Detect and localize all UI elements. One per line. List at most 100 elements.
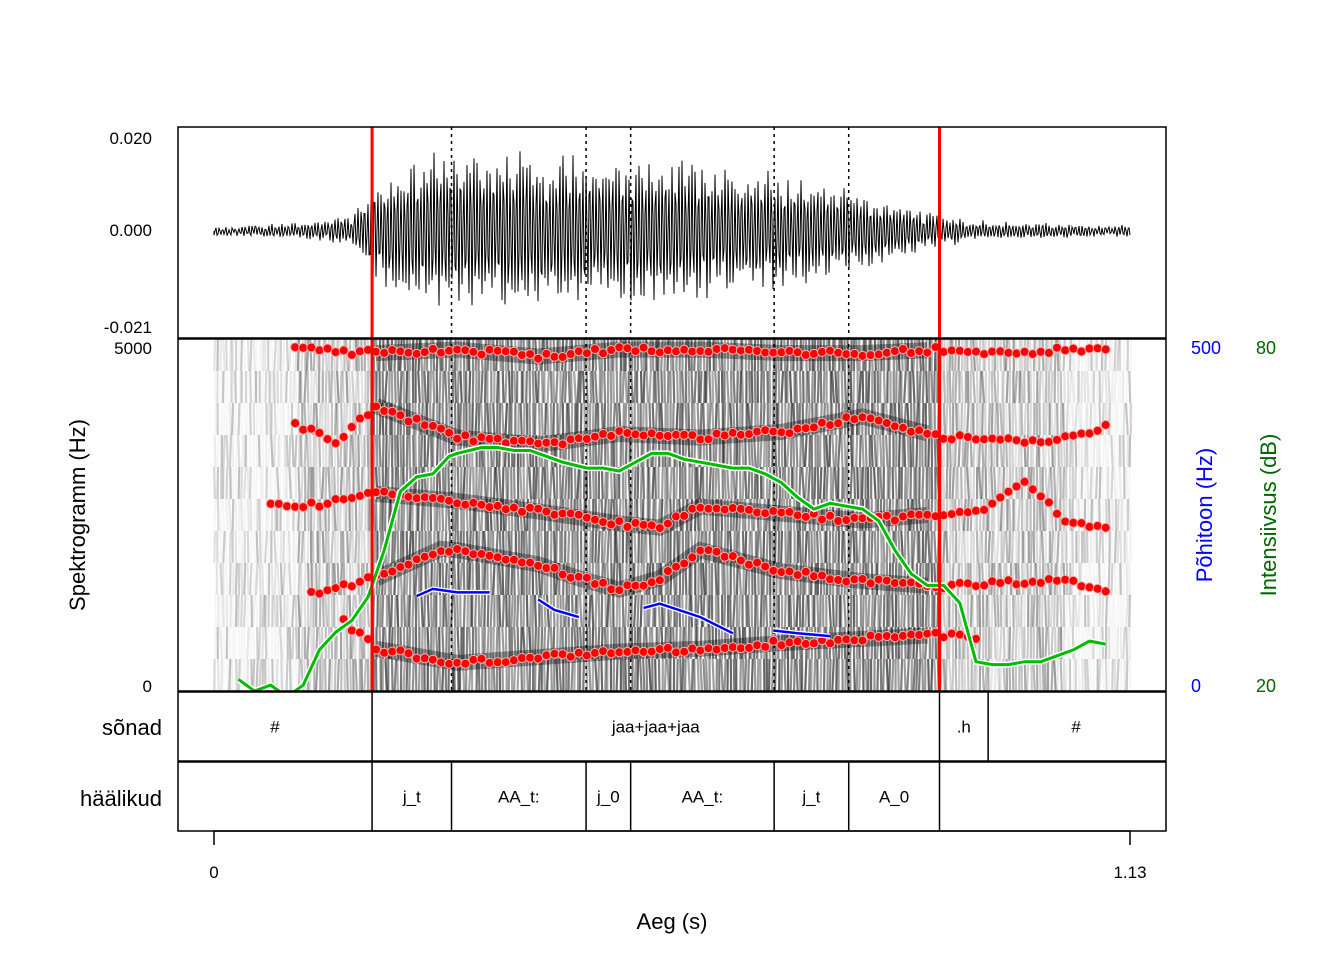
spectrogram-striation xyxy=(324,594,329,628)
spectrogram-striation xyxy=(708,402,712,436)
spectrogram-striation xyxy=(254,466,259,500)
spectrogram-striation xyxy=(615,530,619,564)
spectrogram-striation xyxy=(795,434,799,468)
spectrogram-striation xyxy=(890,658,895,691)
spectrogram-striation xyxy=(257,434,261,468)
spectrogram-striation xyxy=(809,658,813,691)
spectrogram-striation xyxy=(597,434,601,468)
spectrogram-striation xyxy=(276,562,280,596)
spectrogram-striation xyxy=(242,466,247,500)
annotation-tiers: # jaa+jaa+jaa .h #j_t AA_t: j_0 AA_t: j_t A_0 xyxy=(270,692,1081,831)
spectrogram-striation xyxy=(633,370,637,404)
spectrogram-striation xyxy=(828,530,832,564)
spectrogram-striation xyxy=(270,626,274,660)
spectrogram-striation xyxy=(660,626,664,660)
spectrogram-striation xyxy=(1047,370,1051,404)
formant-point xyxy=(954,629,965,640)
spectrogram-striation xyxy=(723,498,727,532)
spectrogram-striation xyxy=(1092,530,1096,564)
spectrogram-striation xyxy=(942,594,946,628)
spectrogram-striation xyxy=(287,530,291,564)
spectrogram-striation xyxy=(287,339,293,372)
spectrogram-striation xyxy=(492,562,496,596)
spectrogram-striation xyxy=(1125,562,1129,596)
spectrogram-striation xyxy=(588,402,592,436)
spectrogram-striation xyxy=(1068,594,1072,628)
spectrogram-striation xyxy=(486,402,490,436)
formant-point xyxy=(444,345,455,356)
spectrogram-striation xyxy=(852,658,856,691)
spectrogram-striation xyxy=(864,658,868,691)
spectrogram-striation xyxy=(858,370,862,404)
formant-point xyxy=(1100,344,1111,355)
intensity-line xyxy=(237,446,1106,691)
spectrogram-striation xyxy=(987,466,991,500)
spectrogram-striation xyxy=(828,658,832,691)
spectrogram-striation xyxy=(315,339,319,372)
spectrogram-striation xyxy=(339,370,343,404)
spectrogram-striation xyxy=(282,658,286,691)
formant-point xyxy=(1076,518,1087,529)
formant-point xyxy=(1027,349,1038,360)
spectrogram-striation xyxy=(1116,626,1120,660)
formant-point xyxy=(1019,476,1030,487)
spectrogram-striation xyxy=(345,658,349,691)
spectrogram-striation xyxy=(621,370,625,404)
spectrogram-striation xyxy=(732,370,736,404)
formant-point xyxy=(403,491,414,502)
spectrogram-striation xyxy=(1077,658,1081,691)
spectrogram-striation xyxy=(600,466,604,500)
spectrogram-striation xyxy=(520,658,524,691)
spectrogram-striation xyxy=(477,402,481,436)
spectrogram-striation xyxy=(318,434,322,468)
spectrogram-striation xyxy=(529,594,533,628)
spectrogram-striation xyxy=(747,434,751,468)
spectrogram-striation xyxy=(265,562,269,596)
spectrogram-striation xyxy=(534,466,538,500)
spectrogram-striation xyxy=(501,370,505,404)
formant-point xyxy=(881,575,892,586)
spectrogram-striation xyxy=(393,658,398,691)
spectrogram-striation xyxy=(673,434,676,468)
spectrogram-striation xyxy=(472,466,475,500)
formant-point xyxy=(346,349,357,360)
spectrogram-striation xyxy=(739,370,743,404)
spectrogram-striation xyxy=(1116,658,1120,691)
formant-point xyxy=(590,647,600,658)
spectrogram-striation xyxy=(387,562,391,596)
spectrogram-striation xyxy=(351,370,355,404)
spectrogram-striation xyxy=(645,562,649,596)
spectrogram-striation xyxy=(303,594,307,628)
formant-point xyxy=(922,509,933,520)
spectrogram-striation xyxy=(603,370,607,404)
spectrogram-striation xyxy=(765,530,769,564)
spectrogram-striation xyxy=(822,370,826,404)
spectrogram-striation xyxy=(753,562,757,596)
formant-point xyxy=(1060,574,1071,585)
formant-point xyxy=(841,634,852,645)
spectrogram-striation xyxy=(704,658,709,691)
spectrogram-striation xyxy=(333,370,337,404)
word-boundaries xyxy=(370,127,942,691)
spectrogram-striation xyxy=(492,466,497,500)
spectrogram-striation xyxy=(294,594,298,628)
spectrogram-striation xyxy=(273,562,277,596)
spectrogram-striation xyxy=(762,434,766,468)
spectrogram-striation xyxy=(494,466,499,500)
spectrogram-striation xyxy=(843,466,847,500)
spectrogram-striation xyxy=(545,658,550,691)
formant-point xyxy=(322,343,333,354)
spectrogram-striation xyxy=(1124,402,1129,436)
formant-point xyxy=(922,428,933,439)
formant-point xyxy=(492,433,503,444)
spectrogram-striation xyxy=(1118,466,1122,500)
formant-point xyxy=(427,343,438,354)
spectrogram-striation xyxy=(1017,594,1021,628)
spectrogram-striation xyxy=(738,402,742,436)
spectrogram-striation xyxy=(342,466,346,500)
spectrogram-striation xyxy=(990,402,994,436)
spectrogram-striation xyxy=(663,626,668,660)
spectrogram-striation xyxy=(354,530,358,564)
formant-point xyxy=(881,631,892,641)
formant-point xyxy=(598,429,609,439)
